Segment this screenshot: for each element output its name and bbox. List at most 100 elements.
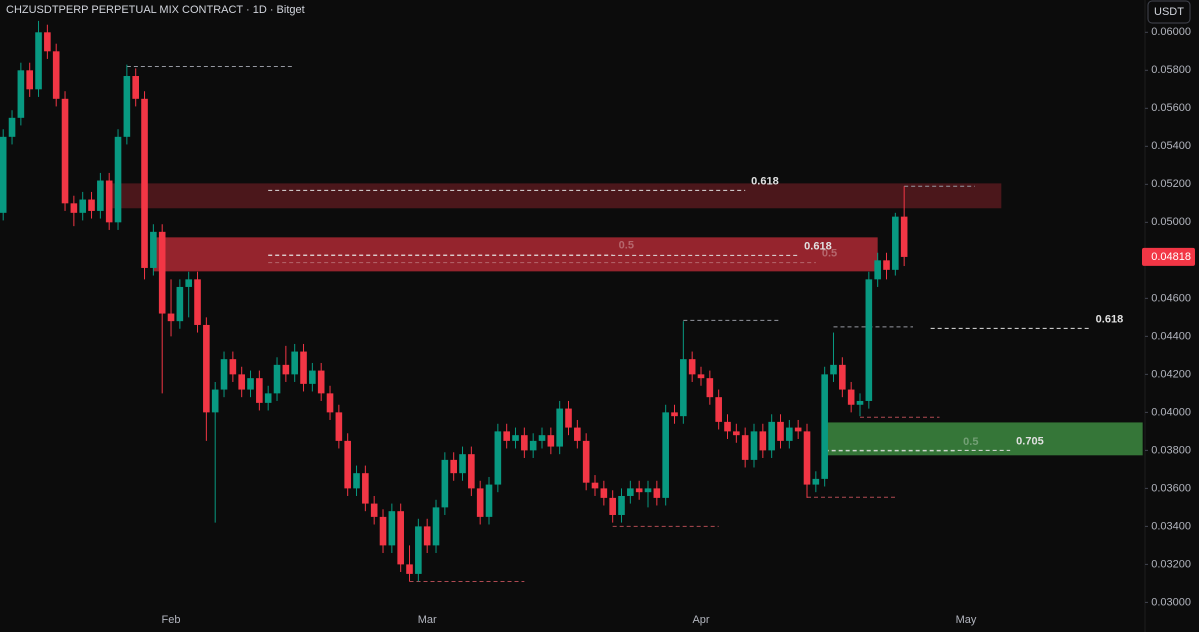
candle-body: [847, 389, 855, 405]
candle-body: [17, 70, 25, 118]
candle-body: [609, 497, 616, 515]
candle-body: [309, 370, 316, 384]
candle-body: [812, 478, 820, 485]
y-tick-label: 0.05600: [1151, 102, 1191, 114]
candle-body: [733, 431, 740, 436]
candle-body: [476, 488, 484, 517]
candle-body: [273, 364, 281, 394]
candle-body: [521, 435, 528, 451]
y-tick-label: 0.03600: [1151, 482, 1191, 494]
candle-body: [706, 378, 714, 398]
candle-body: [291, 351, 298, 375]
candle-body: [88, 199, 95, 211]
candle-body: [388, 511, 396, 546]
candle-body: [680, 359, 687, 417]
last-price-tag: [1142, 247, 1195, 266]
y-tick-label: 0.05800: [1151, 64, 1191, 76]
candle-body: [485, 484, 493, 517]
candle-body: [900, 216, 908, 257]
candle-body: [547, 435, 555, 447]
zone: [153, 237, 878, 272]
candle-body: [591, 482, 599, 489]
candle-body: [794, 427, 802, 432]
candle-body: [141, 98, 148, 268]
candle-body: [247, 378, 254, 390]
candle-body: [538, 435, 546, 441]
y-tick-label: 0.05200: [1151, 178, 1191, 190]
candle-body: [450, 459, 457, 474]
candle-body: [582, 440, 590, 483]
currency-label: USDT: [1154, 6, 1184, 18]
candle-body: [362, 473, 369, 504]
candle-body: [415, 526, 422, 574]
y-tick-label: 0.03800: [1151, 444, 1191, 456]
candle-body: [432, 507, 440, 546]
y-tick-label: 0.06000: [1151, 26, 1191, 38]
candle-body: [52, 51, 60, 99]
candle-body: [132, 76, 139, 99]
candle-body: [618, 495, 625, 515]
candle-body: [211, 389, 219, 413]
y-tick-label: 0.03400: [1151, 520, 1191, 532]
level-label: 0.5: [619, 240, 634, 252]
candle-body: [830, 364, 837, 375]
candle-body: [317, 370, 325, 394]
chart-title: CHZUSDTPERP PERPETUAL MIX CONTRACT · 1D …: [6, 4, 305, 16]
candle-body: [70, 203, 78, 213]
level-label: 0.618: [751, 175, 779, 187]
y-tick-label: 0.05400: [1151, 140, 1191, 152]
candle-body: [494, 431, 502, 485]
level-label: 0.618: [804, 240, 832, 252]
candle-body: [671, 412, 678, 417]
zone: [824, 422, 1143, 456]
candle-body: [123, 76, 131, 137]
candle-body: [688, 359, 696, 375]
candle-body: [724, 421, 731, 432]
y-tick-label: 0.03200: [1151, 558, 1191, 570]
candle-body: [803, 431, 811, 485]
y-tick-label: 0.04400: [1151, 330, 1191, 342]
y-tick-label: 0.03000: [1151, 596, 1191, 608]
candle-body: [114, 136, 122, 223]
candle-body: [503, 431, 510, 441]
candle-body: [61, 98, 69, 204]
y-tick-label: 0.05000: [1151, 216, 1191, 228]
candle-body: [194, 279, 201, 325]
candle-body: [167, 313, 175, 322]
candle-body: [459, 454, 466, 474]
candle-body: [441, 459, 449, 508]
candle-body: [653, 488, 661, 498]
candle-body: [750, 431, 758, 460]
x-tick-label: Feb: [162, 614, 181, 626]
candle-body: [238, 374, 245, 390]
candle-body: [865, 279, 873, 401]
candle-body: [26, 70, 33, 90]
candle-body: [79, 199, 86, 213]
candle-body: [529, 440, 537, 451]
candle-body: [759, 431, 767, 451]
x-tick-label: Mar: [418, 614, 437, 626]
currency-button[interactable]: [1147, 0, 1191, 24]
candle-body: [874, 260, 881, 280]
candle-body: [565, 408, 572, 428]
y-tick-label: 0.04200: [1151, 368, 1191, 380]
candle-body: [353, 473, 360, 489]
candle-body: [35, 32, 42, 90]
candle-body: [203, 324, 210, 413]
candle-body: [574, 427, 581, 441]
candle-body: [715, 397, 722, 422]
candle-body: [697, 374, 705, 379]
level-label: 0.618: [1096, 313, 1124, 325]
candle-body: [379, 516, 387, 546]
candle-body: [777, 421, 784, 441]
candle-body: [264, 393, 272, 403]
candle-body: [892, 216, 899, 270]
candle-body: [468, 454, 475, 489]
candle-body: [105, 180, 113, 223]
candle-body: [423, 526, 431, 546]
candle-body: [176, 286, 184, 322]
candle-body: [300, 351, 307, 384]
